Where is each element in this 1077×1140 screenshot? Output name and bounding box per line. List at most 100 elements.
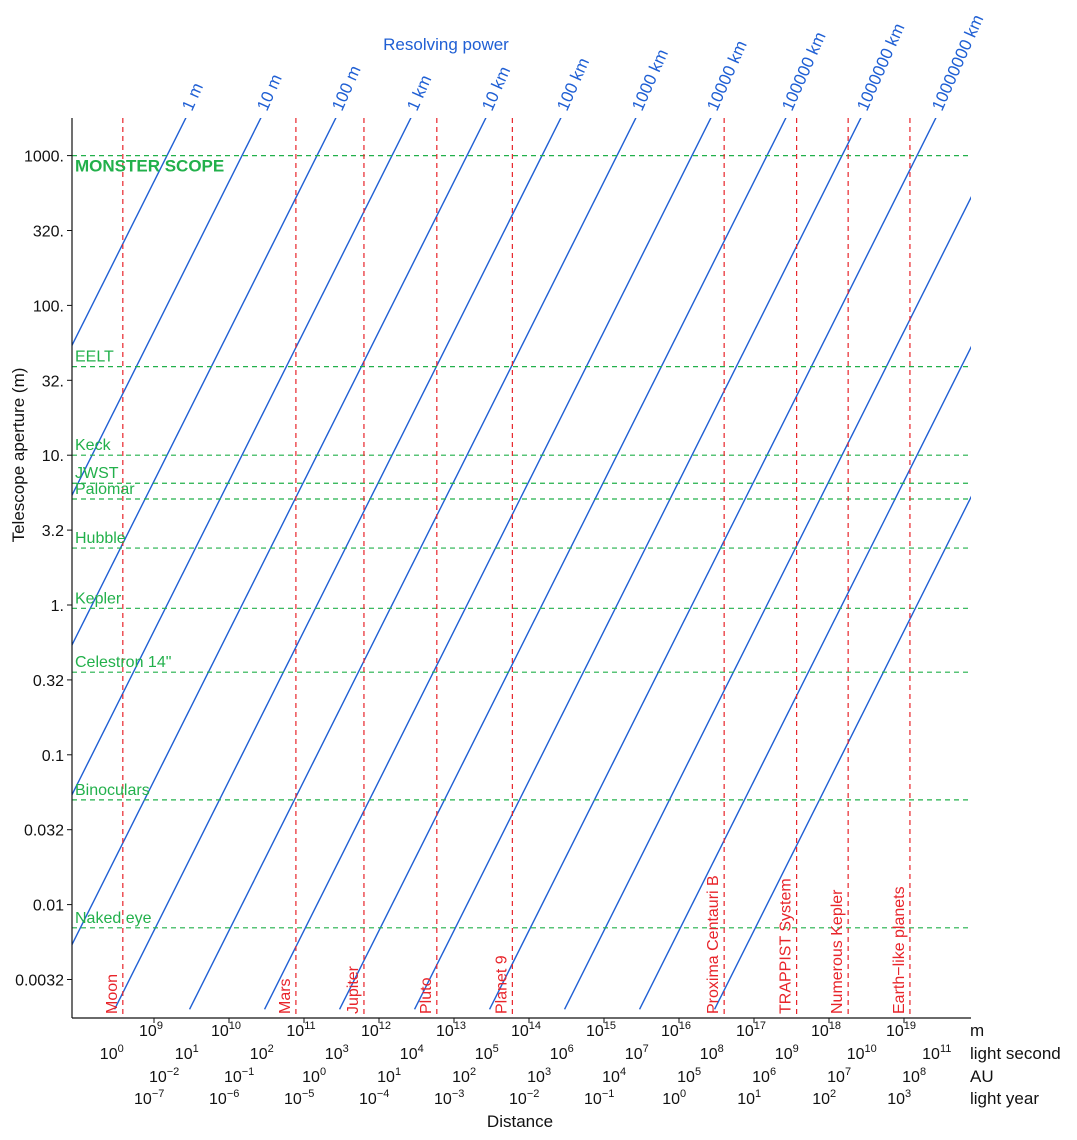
resolving-power-line: [72, 118, 187, 347]
y-tick-label: 10.: [42, 448, 64, 465]
x-tick-exponent: 10: [865, 1043, 877, 1055]
x-tick-exponent: 0: [320, 1066, 326, 1078]
resolving-power-line: [488, 118, 937, 1010]
x-axis-unit-label: light second: [970, 1044, 1061, 1063]
x-tick-label: 100: [100, 1043, 124, 1063]
x-tick-exponent: 9: [157, 1020, 163, 1032]
x-tick-exponent: 6: [770, 1066, 776, 1078]
telescope-label: EELT: [75, 349, 114, 366]
x-tick-label: 1011: [286, 1020, 315, 1040]
x-tick-label: 10−6: [209, 1088, 239, 1108]
resolving-power-line: [72, 118, 412, 797]
x-tick-exponent: 1: [193, 1043, 199, 1055]
telescope-label: Kepler: [75, 590, 122, 607]
target-label: Planet 9: [493, 955, 510, 1014]
resolving-power-label: 10 km: [478, 64, 514, 114]
resolving-power-line: [338, 118, 787, 1010]
resolving-power-label: 1 km: [403, 72, 435, 113]
x-tick-label: 100: [662, 1088, 686, 1108]
x-tick-exponent: 1: [395, 1066, 401, 1078]
x-tick-exponent: 8: [718, 1043, 724, 1055]
x-tick-label: 10−1: [224, 1066, 254, 1086]
telescope-label: Naked eye: [75, 910, 152, 927]
resolving-power-line: [713, 495, 971, 1010]
x-tick-label: 10−7: [134, 1088, 164, 1108]
x-tick-exponent: −6: [227, 1088, 240, 1100]
resolving-power-label: 10000000 km: [928, 12, 987, 114]
x-tick-exponent: 1: [755, 1088, 761, 1100]
x-axis-title: Distance: [487, 1112, 553, 1131]
x-tick-label: 1013: [436, 1020, 466, 1040]
target-label: Jupiter: [345, 965, 362, 1014]
x-tick-exponent: 0: [680, 1088, 686, 1100]
x-tick-label: 107: [827, 1066, 851, 1086]
x-axis-unit-label: AU: [970, 1067, 994, 1086]
x-tick-label: 1018: [811, 1020, 841, 1040]
x-tick-label: 101: [737, 1088, 761, 1108]
x-tick-label: 10−1: [584, 1088, 614, 1108]
x-tick-exponent: 5: [493, 1043, 499, 1055]
x-axis-unit-label: light year: [970, 1089, 1039, 1108]
target-label: Numerous Kepler: [829, 889, 846, 1014]
x-tick-label: 1015: [586, 1020, 616, 1040]
x-tick-label: 102: [452, 1066, 476, 1086]
x-tick-exponent: 8: [920, 1066, 926, 1078]
telescope-label: Celestron 14": [75, 654, 171, 671]
x-tick-exponent: 2: [830, 1088, 836, 1100]
x-tick-exponent: −2: [527, 1088, 540, 1100]
x-tick-label: 100: [302, 1066, 326, 1086]
x-tick-label: 1010: [211, 1020, 241, 1040]
target-label: Pluto: [418, 977, 435, 1014]
resolving-power-label: 10000 km: [703, 38, 751, 114]
x-tick-label: 10−3: [434, 1088, 464, 1108]
y-tick-label: 0.032: [24, 823, 64, 840]
x-tick-label: 108: [902, 1066, 926, 1086]
target-label: Moon: [104, 974, 121, 1014]
x-tick-label: 10−2: [149, 1066, 179, 1086]
resolving-power-line: [72, 118, 262, 497]
x-tick-exponent: 2: [268, 1043, 274, 1055]
resolving-power-line: [113, 118, 562, 1010]
x-tick-label: 104: [602, 1066, 626, 1086]
resolving-power-label: 1 m: [178, 80, 207, 114]
y-tick-label: 1000.: [24, 149, 64, 166]
x-tick-label: 1019: [886, 1020, 916, 1040]
telescope-label: Binoculars: [75, 782, 150, 799]
x-tick-exponent: 3: [545, 1066, 551, 1078]
telescope-label: Palomar: [75, 481, 135, 498]
y-tick-label: 32.: [42, 373, 64, 390]
x-tick-exponent: 12: [379, 1020, 391, 1032]
x-tick-label: 104: [400, 1043, 424, 1063]
x-tick-exponent: −1: [242, 1066, 255, 1078]
x-tick-label: 102: [812, 1088, 836, 1108]
x-tick-exponent: 2: [470, 1066, 476, 1078]
x-tick-exponent: −4: [377, 1088, 390, 1100]
x-tick-exponent: 14: [529, 1020, 541, 1032]
x-tick-label: 102: [250, 1043, 274, 1063]
x-tick-label: 1016: [661, 1020, 691, 1040]
x-tick-label: 103: [325, 1043, 349, 1063]
y-tick-label: 0.1: [42, 748, 64, 765]
x-tick-exponent: 4: [418, 1043, 424, 1055]
target-label: TRAPPIST System: [778, 878, 795, 1014]
resolving-power-line: [638, 345, 971, 1010]
x-tick-label: 101: [377, 1066, 401, 1086]
x-tick-label: 106: [550, 1043, 574, 1063]
x-tick-label: 10−4: [359, 1088, 389, 1108]
x-tick-exponent: −1: [602, 1088, 615, 1100]
x-tick-exponent: 7: [643, 1043, 649, 1055]
x-tick-exponent: 15: [604, 1020, 616, 1032]
y-axis-title: Telescope aperture (m): [9, 368, 28, 543]
x-tick-label: 109: [775, 1043, 799, 1063]
x-tick-label: 105: [475, 1043, 499, 1063]
x-tick-label: 103: [527, 1066, 551, 1086]
resolving-power-line: [563, 195, 971, 1010]
x-tick-exponent: −2: [167, 1066, 180, 1078]
x-tick-exponent: 17: [754, 1020, 766, 1032]
resolving-power-line: [413, 118, 862, 1010]
x-tick-label: 105: [677, 1066, 701, 1086]
resolving-power-label: 100 m: [328, 63, 365, 114]
x-tick-exponent: −7: [152, 1088, 165, 1100]
x-tick-exponent: 10: [229, 1020, 241, 1032]
x-tick-exponent: 11: [940, 1043, 951, 1055]
